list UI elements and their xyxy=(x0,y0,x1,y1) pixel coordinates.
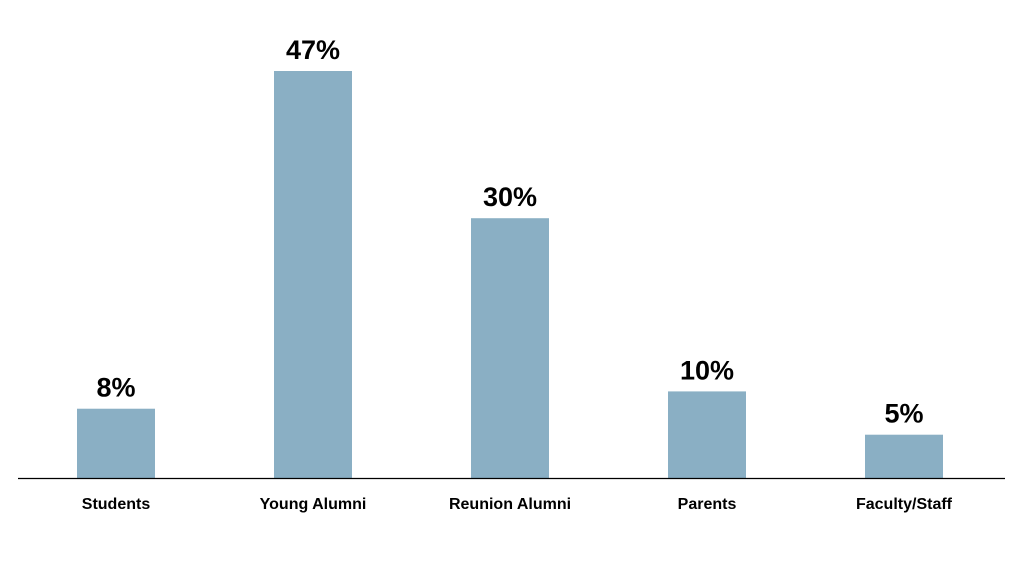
category-labels-group: Students Young Alumni Reunion Alumni Parent… xyxy=(82,496,953,513)
value-label-parents: 10% xyxy=(680,355,734,385)
category-label-reunion-alumni: Reunion Alumni xyxy=(449,496,571,513)
bar-young-alumni xyxy=(274,71,352,478)
bar-students xyxy=(77,408,155,478)
bar-parents xyxy=(668,391,746,478)
value-label-faculty-staff: 5% xyxy=(884,399,923,429)
category-label-young-alumni: Young Alumni xyxy=(260,496,367,513)
bar-faculty-staff xyxy=(865,434,943,478)
category-label-parents: Parents xyxy=(678,496,737,513)
value-labels-group: 8% 47% 30% 10% 5% xyxy=(96,35,923,429)
value-label-young-alumni: 47% xyxy=(286,35,340,65)
value-label-students: 8% xyxy=(96,373,135,403)
bars-group xyxy=(77,71,943,478)
category-label-faculty-staff: Faculty/Staff xyxy=(856,496,953,513)
category-label-students: Students xyxy=(82,496,151,513)
value-label-reunion-alumni: 30% xyxy=(483,182,537,212)
bar-reunion-alumni xyxy=(471,218,549,478)
